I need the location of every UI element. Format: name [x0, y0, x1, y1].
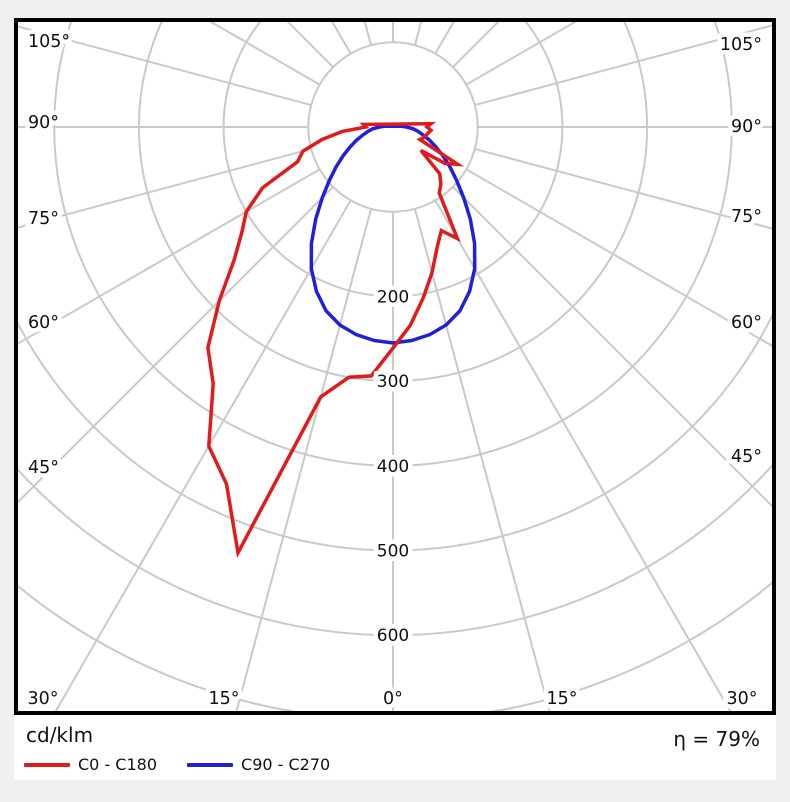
angle-label-left: 90°	[28, 113, 59, 133]
angle-label-bottom: 30°	[27, 689, 58, 709]
angle-label-left: 45°	[28, 458, 59, 478]
grid-spoke	[434, 199, 732, 711]
efficiency-value: η = 79%	[673, 727, 760, 751]
angle-label-left: 75°	[28, 209, 59, 229]
polar-plot-area: 200 300 400 500 600 105° 90° 75° 60° 45° 105° 90° 75…	[14, 18, 776, 715]
ring-label: 500	[377, 542, 409, 562]
grid-spoke	[235, 208, 373, 711]
curve-c90-c270	[309, 124, 477, 345]
grid-spoke	[18, 25, 312, 107]
legend: C0 - C180 C90 - C270	[24, 755, 330, 774]
ring-label: 200	[377, 287, 409, 307]
angle-label-bottom: 15°	[208, 689, 239, 709]
grid-spoke	[474, 24, 772, 107]
unit-label: cd/klm	[26, 723, 94, 747]
grid-spoke	[465, 168, 772, 347]
angle-label-right: 105°	[720, 35, 762, 55]
angle-label-right: 60°	[731, 313, 762, 333]
grid-spoke	[413, 22, 423, 46]
angle-label-right: 90°	[731, 117, 762, 137]
diagram-panel: 200 300 400 500 600 105° 90° 75° 60° 45° 105° 90° 75…	[14, 18, 776, 780]
angle-label-left: 60°	[28, 313, 59, 333]
angle-label-bottom: 15°	[546, 689, 577, 709]
angle-label-right: 45°	[731, 447, 762, 467]
grid-spoke	[413, 208, 551, 711]
legend-swatch-blue	[187, 762, 234, 767]
grid-spoke	[18, 147, 312, 229]
grid-spoke	[363, 22, 373, 46]
grid-spoke	[18, 168, 321, 345]
legend-label-c0-c180: C0 - C180	[78, 755, 158, 774]
curve-c0-c180	[206, 121, 465, 559]
angle-label-right: 75°	[731, 207, 762, 227]
angle-label-bottom: 30°	[726, 689, 757, 709]
polar-chart: 200 300 400 500 600 105° 90° 75° 60° 45° 105° 90° 75…	[18, 22, 772, 711]
legend-swatch-red	[24, 762, 70, 767]
grid-spoke	[452, 186, 772, 508]
grid-spoke	[474, 147, 772, 230]
ring-label: 600	[377, 626, 409, 646]
legend-entry-c90-c270: C90 - C270	[187, 755, 330, 774]
angle-label-left: 105°	[28, 32, 70, 52]
ring-label: 300	[377, 372, 409, 392]
grid-spoke	[18, 186, 334, 504]
legend-entry-c0-c180: C0 - C180	[24, 755, 157, 774]
grid-spoke	[54, 199, 352, 711]
diagram-footer: cd/klm C0 - C180 C90 - C270 η = 79%	[14, 715, 776, 780]
angle-label-bottom: 0°	[383, 689, 403, 709]
ring-label: 400	[377, 457, 409, 477]
legend-label-c90-c270: C90 - C270	[241, 755, 331, 774]
